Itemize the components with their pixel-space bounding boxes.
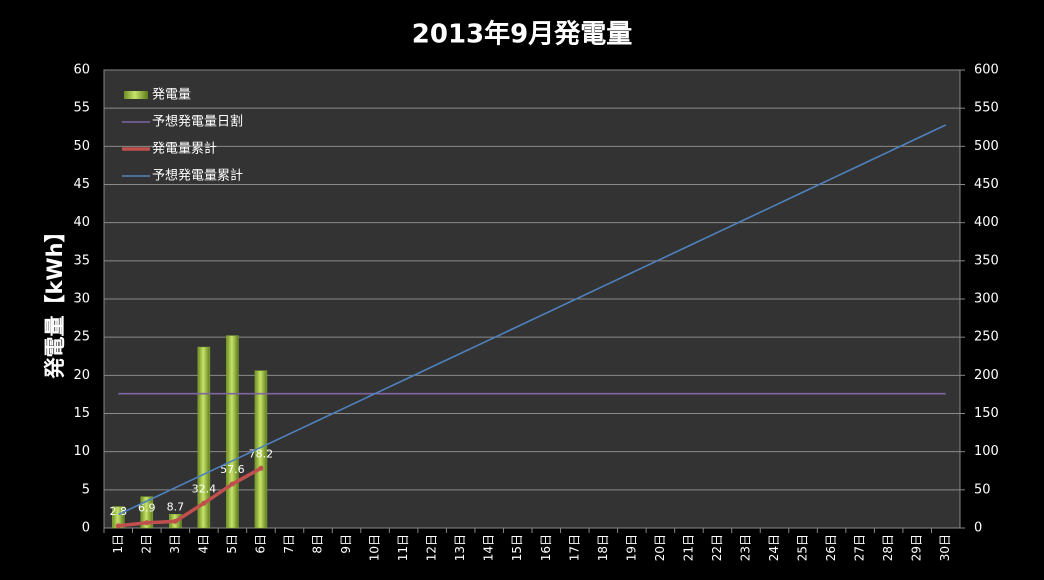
- y2-tick-label: 150: [974, 406, 999, 421]
- y-tick-label: 30: [73, 292, 90, 307]
- y2-tick-label: 350: [974, 253, 999, 268]
- marker: [201, 500, 207, 506]
- x-tick-label: 8日: [311, 534, 325, 554]
- y-tick-label: 40: [73, 215, 90, 230]
- y-tick-label: 60: [73, 63, 90, 78]
- x-tick-label: 24日: [767, 534, 781, 561]
- data-label: 2.8: [110, 505, 128, 518]
- y-tick-label: 0: [82, 521, 90, 536]
- x-tick-label: 6日: [253, 534, 267, 554]
- x-tick-label: 14日: [482, 534, 496, 561]
- chart-title: 2013年9月発電量: [412, 19, 632, 50]
- y2-tick-label: 50: [974, 482, 991, 497]
- marker: [115, 523, 121, 529]
- legend-label: 発電量累計: [152, 141, 217, 157]
- data-label: 57.6: [220, 463, 245, 476]
- x-tick-label: 15日: [510, 534, 524, 561]
- x-tick-label: 30日: [938, 534, 952, 561]
- line: [118, 466, 262, 528]
- x-tick-label: 13日: [453, 534, 467, 561]
- y2-tick-label: 450: [974, 177, 999, 192]
- x-tick-label: 12日: [425, 534, 439, 561]
- data-label: 6.9: [138, 502, 156, 515]
- x-tick-label: 7日: [282, 534, 296, 554]
- x-tick-label: 3日: [168, 534, 182, 554]
- y2-tick-label: 600: [974, 63, 999, 78]
- x-tick-label: 29日: [910, 534, 924, 561]
- x-tick-label: 5日: [225, 534, 239, 554]
- x-tick-label: 16日: [539, 534, 553, 561]
- y-tick-label: 10: [73, 444, 90, 459]
- legend-swatch: [124, 91, 148, 99]
- legend-label: 予想発電量日割: [152, 114, 243, 130]
- data-label: 8.7: [167, 500, 185, 513]
- x-tick-label: 20日: [653, 534, 667, 561]
- x-tick-label: 4日: [196, 534, 210, 554]
- bar: [140, 496, 154, 529]
- y-tick-label: 15: [73, 406, 90, 421]
- marker: [172, 518, 178, 524]
- marker: [144, 520, 150, 526]
- y2-tick-label: 250: [974, 330, 999, 345]
- y-tick-label: 25: [73, 330, 90, 345]
- marker: [258, 465, 264, 471]
- x-tick-label: 27日: [853, 534, 867, 561]
- y2-tick-label: 200: [974, 368, 999, 383]
- y2-tick-label: 300: [974, 292, 999, 307]
- data-label: 32.4: [192, 482, 217, 495]
- x-tick-label: 1日: [111, 534, 125, 554]
- y2-tick-label: 100: [974, 444, 999, 459]
- x-tick-label: 23日: [739, 534, 753, 561]
- y2-tick-label: 550: [974, 101, 999, 116]
- x-tick-label: 17日: [567, 534, 581, 561]
- legend-label: 予想発電量累計: [152, 168, 243, 184]
- y2-tick-label: 0: [974, 521, 982, 536]
- x-tick-label: 9日: [339, 534, 353, 554]
- x-tick-label: 10日: [368, 534, 382, 561]
- y-tick-label: 50: [73, 139, 90, 154]
- y-tick-label: 5: [82, 482, 90, 497]
- x-tick-label: 21日: [681, 534, 695, 561]
- y2-tick-label: 400: [974, 215, 999, 230]
- x-tick-label: 18日: [596, 534, 610, 561]
- bar: [226, 335, 239, 529]
- legend-label: 発電量: [152, 88, 191, 103]
- data-label: 78.2: [249, 447, 274, 460]
- marker: [229, 481, 235, 487]
- x-tick-label: 22日: [710, 534, 724, 561]
- x-tick-label: 19日: [624, 534, 638, 561]
- y-tick-label: 35: [73, 253, 90, 268]
- y-tick-label: 55: [73, 101, 90, 116]
- y-tick-label: 20: [73, 368, 90, 383]
- x-tick-label: 11日: [396, 534, 410, 561]
- line: [117, 124, 947, 516]
- x-tick-label: 28日: [881, 534, 895, 561]
- x-tick-label: 25日: [796, 534, 810, 561]
- y-axis-title: 発電量【kWh】: [43, 221, 67, 379]
- y2-tick-label: 500: [974, 139, 999, 154]
- bar: [197, 346, 211, 529]
- x-tick-label: 26日: [824, 534, 838, 561]
- x-tick-label: 2日: [139, 534, 153, 554]
- y-tick-label: 45: [73, 177, 90, 192]
